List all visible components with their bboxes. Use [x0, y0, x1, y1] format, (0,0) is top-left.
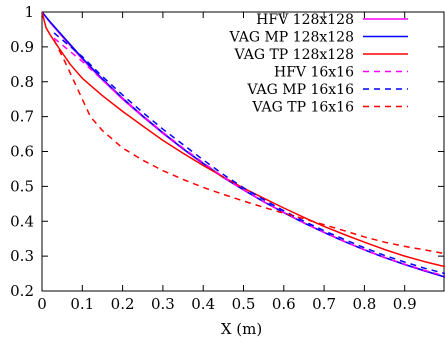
x-tick-label: 0.8	[352, 295, 376, 313]
y-tick-label: 0.9	[10, 38, 34, 56]
y-tick-label: 1	[24, 3, 34, 21]
series-layer	[42, 12, 445, 278]
y-tick-label: 0.3	[10, 247, 34, 265]
series-line-vag-tp-128x128	[42, 12, 445, 268]
x-tick-label: 0.1	[70, 295, 94, 313]
y-tick-label: 0.6	[10, 143, 34, 161]
legend-label: VAG MP 16x16	[246, 82, 354, 98]
series-line-vag-tp-16x16	[53, 39, 445, 255]
x-tick-label: 0.5	[232, 295, 256, 313]
legend-label: HFV 16x16	[274, 65, 354, 81]
x-tick-label: 0.2	[111, 295, 135, 313]
series-line-vag-mp-16x16	[53, 32, 445, 275]
legend-label: VAG MP 128x128	[229, 30, 354, 46]
y-tick-label: 0.8	[10, 73, 34, 91]
x-tick-label: 0.9	[393, 295, 417, 313]
y-tick-label: 0.5	[10, 177, 34, 195]
x-tick-label: 0	[37, 295, 47, 313]
legend-label: VAG TP 16x16	[251, 100, 354, 116]
x-axis-title: X (m)	[221, 320, 262, 338]
legend-label: VAG TP 128x128	[234, 47, 354, 63]
x-tick-label: 0.4	[191, 295, 215, 313]
axis-ticks	[41, 11, 444, 292]
axis-tick-labels: 0 0.1 0.2 0.3 0.4 0.5 0.6 0.7 0.8 0.9 0.2 0.3 0.4 0.5…	[10, 3, 416, 313]
y-tick-label: 0.2	[10, 282, 34, 300]
x-tick-label: 0.7	[312, 295, 336, 313]
x-tick-label: 0.6	[272, 295, 296, 313]
x-tick-label: 0.3	[151, 295, 175, 313]
y-tick-label: 0.4	[10, 212, 34, 230]
y-tick-label: 0.7	[10, 108, 34, 126]
legend-label: HFV 128x128	[256, 12, 354, 28]
series-line-hfv-16x16	[53, 37, 445, 277]
